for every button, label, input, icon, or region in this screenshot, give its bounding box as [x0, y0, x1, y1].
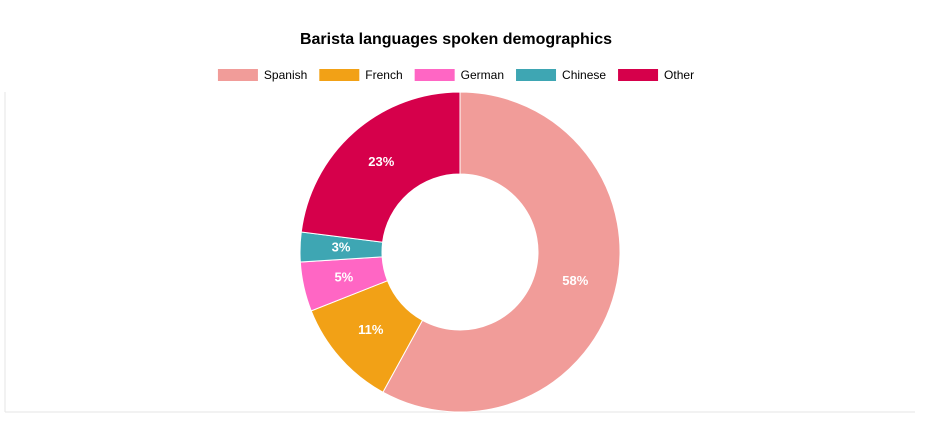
legend-label: Other: [664, 68, 694, 82]
legend-label: German: [461, 68, 504, 82]
legend: Spanish French German Chinese Other: [217, 68, 694, 82]
legend-swatch: [516, 69, 557, 81]
slice-label: 58%: [562, 273, 588, 288]
legend-swatch: [618, 69, 659, 81]
legend-label: Chinese: [562, 68, 606, 82]
legend-swatch: [217, 69, 258, 81]
slice-label: 23%: [368, 154, 394, 169]
slice-label: 3%: [332, 240, 351, 255]
legend-label: French: [365, 68, 402, 82]
legend-swatch: [319, 69, 360, 81]
slice: [300, 91, 461, 243]
slice-label: 11%: [358, 322, 384, 337]
slice-label: 5%: [334, 269, 353, 284]
legend-label: Spanish: [264, 68, 307, 82]
slice: [382, 91, 621, 413]
chart-title: Barista languages spoken demographics: [300, 31, 612, 48]
legend-swatch: [414, 69, 455, 81]
